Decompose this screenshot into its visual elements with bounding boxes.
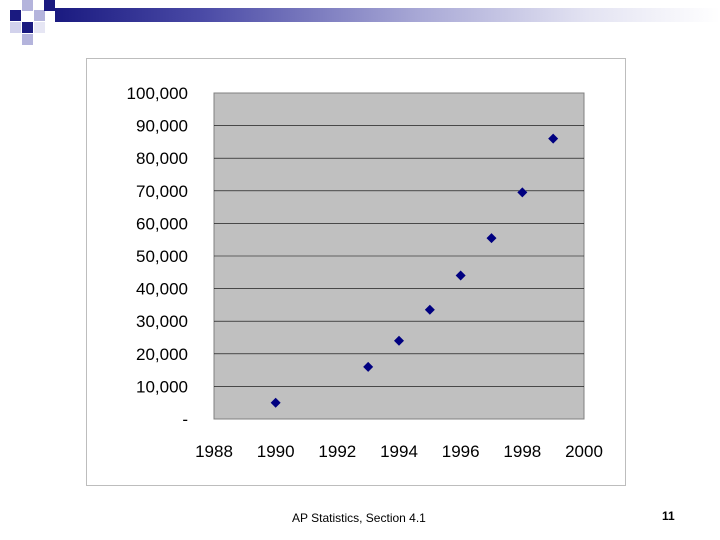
header-gradient-band	[55, 8, 720, 22]
y-axis-tick-labels: - 10,000 20,000 30,000 40,000 50,000 60,000 70,…	[127, 84, 188, 429]
y-tick-label: 30,000	[136, 312, 188, 331]
data-point	[270, 397, 281, 408]
x-tick-label: 1988	[195, 442, 233, 461]
header-square	[34, 10, 45, 21]
header-square	[10, 10, 21, 21]
x-tick-label: 1992	[318, 442, 356, 461]
page-number: 11	[662, 509, 675, 523]
y-tick-label: -	[182, 410, 188, 429]
data-point	[486, 233, 497, 244]
footer-text: AP Statistics, Section 4.1	[292, 511, 426, 525]
chart-frame: - 10,000 20,000 30,000 40,000 50,000 60,000 70,…	[86, 58, 626, 486]
header-square	[44, 0, 55, 11]
y-tick-label: 70,000	[136, 182, 188, 201]
header-square	[22, 0, 33, 11]
header-decoration	[0, 0, 60, 50]
x-axis-tick-labels: 1988 1990 1992 1994 1996 1998 2000	[195, 442, 603, 461]
y-tick-label: 100,000	[127, 84, 188, 103]
header-square	[34, 22, 45, 33]
data-point	[394, 335, 404, 346]
data-point	[548, 133, 559, 144]
data-point	[363, 361, 374, 372]
y-tick-label: 10,000	[136, 377, 188, 396]
header-square	[22, 34, 33, 45]
y-tick-label: 40,000	[136, 280, 188, 299]
data-point	[424, 304, 435, 315]
scatter-chart: - 10,000 20,000 30,000 40,000 50,000 60,000 70,…	[127, 84, 603, 461]
x-tick-label: 1996	[442, 442, 480, 461]
x-tick-label: 1990	[257, 442, 295, 461]
header-square	[10, 22, 21, 33]
header-square	[22, 22, 33, 33]
x-tick-label: 2000	[565, 442, 603, 461]
data-points	[270, 133, 559, 408]
data-point	[517, 187, 528, 198]
y-tick-label: 20,000	[136, 345, 188, 364]
x-tick-label: 1994	[380, 442, 418, 461]
y-tick-label: 50,000	[136, 247, 188, 266]
y-tick-label: 80,000	[136, 149, 188, 168]
data-point	[455, 270, 466, 281]
x-tick-label: 1998	[503, 442, 541, 461]
y-tick-label: 60,000	[136, 214, 188, 233]
y-tick-label: 90,000	[136, 117, 188, 136]
